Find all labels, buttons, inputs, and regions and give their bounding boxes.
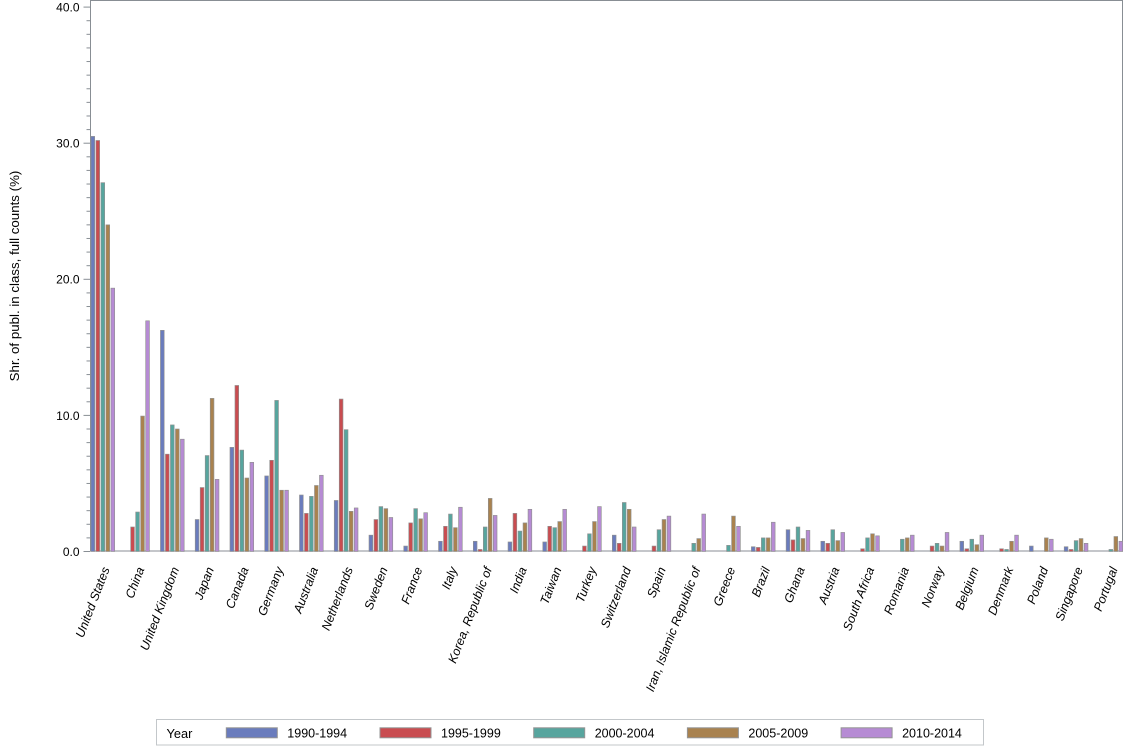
svg-text:2005-2009: 2005-2009 [748,727,808,741]
svg-text:30.0: 30.0 [56,137,80,151]
svg-text:10.0: 10.0 [56,409,80,423]
svg-text:Shr. of publ. in class, full c: Shr. of publ. in class, full counts (%) [7,171,22,382]
svg-text:1995-1999: 1995-1999 [441,727,501,741]
svg-text:20.0: 20.0 [56,273,80,287]
svg-text:2000-2004: 2000-2004 [595,727,655,741]
svg-text:0.0: 0.0 [63,545,80,559]
svg-text:1990-1994: 1990-1994 [287,727,347,741]
svg-text:Year: Year [167,726,194,741]
svg-text:40.0: 40.0 [56,1,80,15]
svg-text:2010-2014: 2010-2014 [902,727,962,741]
